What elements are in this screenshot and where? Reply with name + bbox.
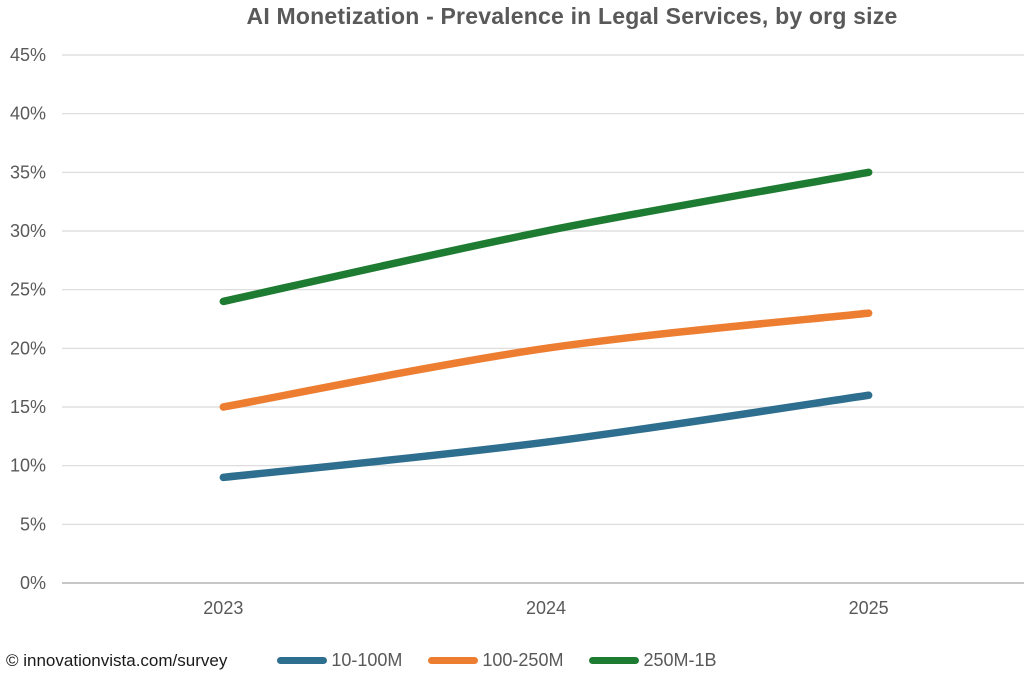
y-tick-label: 35% bbox=[10, 162, 46, 182]
y-tick-label: 30% bbox=[10, 221, 46, 241]
legend-label: 10-100M bbox=[331, 650, 403, 670]
legend-swatch bbox=[428, 657, 479, 664]
legend-swatch bbox=[277, 657, 328, 664]
y-tick-label: 15% bbox=[10, 397, 46, 417]
legend-item-250M-1B: 250M-1B bbox=[589, 650, 717, 671]
line-chart: 0% 5% 10% 15% 20% 25% 30% 35% 40% 45% 2023 2024 2025 bbox=[10, 45, 1024, 618]
series-line-100-250M bbox=[219, 309, 873, 411]
y-tick-label: 5% bbox=[20, 514, 46, 534]
x-axis-label: 2023 bbox=[203, 598, 243, 618]
y-tick-label: 0% bbox=[20, 573, 46, 593]
y-tick-label: 45% bbox=[10, 45, 46, 65]
series-line-10-100M bbox=[219, 391, 873, 482]
footer-bar: © innovationvista.com/survey 10-100M 100-… bbox=[6, 650, 1024, 671]
legend-label: 100-250M bbox=[482, 650, 564, 670]
series-line-250M-1B bbox=[219, 168, 873, 306]
chart-legend: 10-100M 100-250M 250M-1B bbox=[277, 650, 717, 671]
source-attribution: © innovationvista.com/survey bbox=[6, 650, 228, 670]
legend-swatch bbox=[589, 657, 640, 664]
y-tick-label: 20% bbox=[10, 338, 46, 358]
y-tick-label: 10% bbox=[10, 456, 46, 476]
legend-item-100-250M: 100-250M bbox=[428, 650, 563, 671]
legend-label: 250M-1B bbox=[643, 650, 717, 670]
x-axis-label: 2025 bbox=[849, 598, 889, 618]
x-axis-label: 2024 bbox=[526, 598, 566, 618]
y-tick-label: 25% bbox=[10, 280, 46, 300]
chart-title: AI Monetization - Prevalence in Legal Se… bbox=[246, 3, 898, 29]
y-tick-label: 40% bbox=[10, 104, 46, 124]
legend-item-10-100M: 10-100M bbox=[277, 650, 402, 671]
